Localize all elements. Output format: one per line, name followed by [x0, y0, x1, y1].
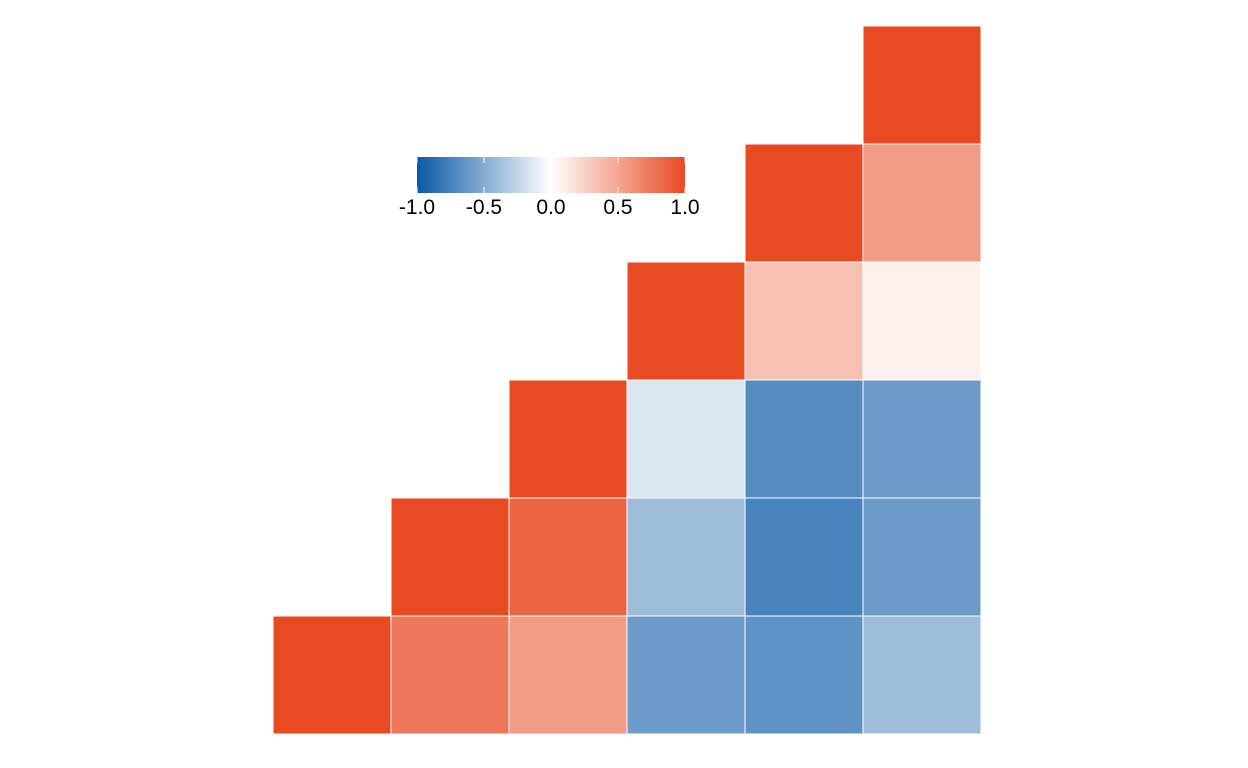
colorbar-tick-label: 0.5 [603, 196, 632, 219]
heatmap-cell-r3-c1 [626, 497, 746, 617]
heatmap-cell-r2-c0 [508, 615, 628, 735]
heatmap-cells [272, 25, 982, 735]
colorbar-tick-label: 0.0 [536, 196, 565, 219]
heatmap-cell-r5-c1 [862, 497, 982, 617]
heatmap-cell-r3-c2 [626, 379, 746, 499]
heatmap-cell-r4-c1 [744, 497, 864, 617]
heatmap-cell-r4-c3 [744, 261, 864, 381]
heatmap-cell-r3-c0 [626, 615, 746, 735]
heatmap-cell-r5-c5 [862, 25, 982, 145]
heatmap-cell-r2-c2 [508, 379, 628, 499]
heatmap-cell-r3-c3 [626, 261, 746, 381]
heatmap-cell-r5-c0 [862, 615, 982, 735]
colorbar-tick-label: 1.0 [670, 196, 699, 219]
heatmap-cell-r5-c2 [862, 379, 982, 499]
heatmap-cell-r0-c0 [272, 615, 392, 735]
colorbar-tick-label: -1.0 [399, 196, 435, 219]
heatmap-cell-r2-c1 [508, 497, 628, 617]
heatmap-cell-r5-c4 [862, 143, 982, 263]
heatmap-cell-r4-c2 [744, 379, 864, 499]
heatmap-cell-r5-c3 [862, 261, 982, 381]
heatmap-cell-r4-c4 [744, 143, 864, 263]
heatmap-cell-r1-c0 [390, 615, 510, 735]
colorbar-tick-label: -0.5 [466, 196, 502, 219]
heatmap-cell-r4-c0 [744, 615, 864, 735]
color-legend: -1.0 -0.5 0.0 0.5 1.0 [399, 157, 700, 219]
heatmap-cell-r1-c1 [390, 497, 510, 617]
